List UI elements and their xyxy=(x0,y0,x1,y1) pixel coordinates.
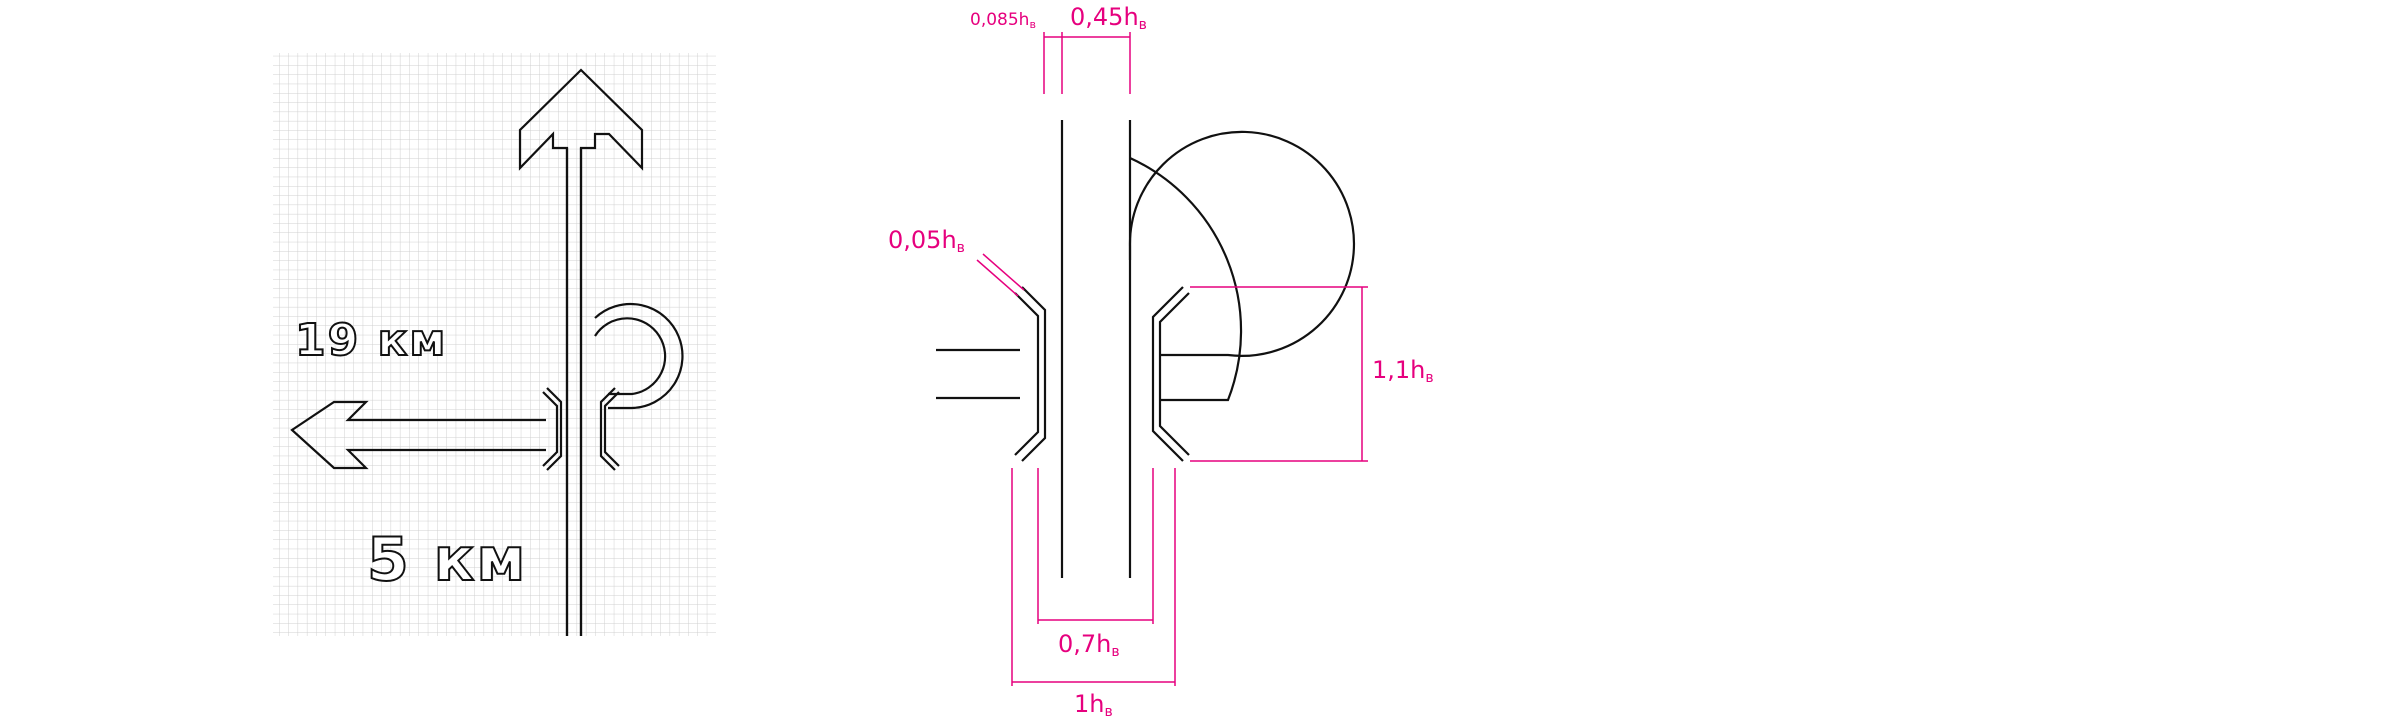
distance-left-label: 19 км xyxy=(295,315,447,366)
dim-inner-width-label: 0,7hв xyxy=(1058,630,1120,660)
dim-loop-height-label: 1,1hв xyxy=(1372,356,1434,386)
dim-small-gap-label: 0,085hв xyxy=(970,10,1036,31)
distance-straight-label: 5 км xyxy=(367,525,527,595)
left-bracket-large-icon xyxy=(1014,286,1047,462)
construction-drawing: 0,085hв 0,45hв 0,05hв 1,1hв 0,7hв 1hв xyxy=(888,3,1434,720)
parking-loop-large-icon xyxy=(1128,130,1356,402)
right-bracket-large-icon xyxy=(1151,286,1190,462)
dim-bracket-leader-2 xyxy=(982,253,1025,291)
left-arrow-icon xyxy=(290,400,546,470)
dim-bracket-gap-label: 0,05hв xyxy=(888,226,965,256)
right-bracket-icon xyxy=(599,387,620,471)
up-arrow-icon xyxy=(518,68,644,636)
sign-panel: 19 км 5 км xyxy=(273,53,716,636)
left-bracket-icon xyxy=(542,387,563,471)
dim-stem-width-label: 0,45hв xyxy=(1070,3,1147,33)
dim-outer-width-label: 1hв xyxy=(1074,690,1113,720)
parking-loop-icon xyxy=(594,302,684,410)
dim-bracket-leader-1 xyxy=(976,259,1019,297)
